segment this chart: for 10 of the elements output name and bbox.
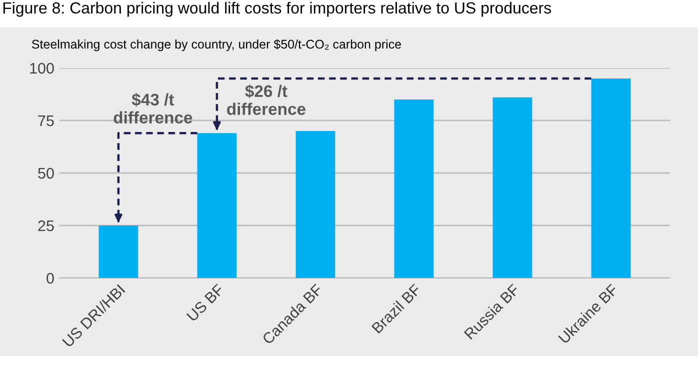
y-tick-label: 25 <box>38 220 54 232</box>
y-tick-label: 0 <box>46 272 54 284</box>
y-tick-label: 75 <box>38 116 54 126</box>
annotation: $43 /t difference <box>114 93 192 124</box>
chart-subtitle: Steelmaking cost change by country, under $50/t-CO₂ carbon price <box>32 39 401 52</box>
y-tick-label: 50 <box>38 168 54 179</box>
x-tick-label: US BF <box>186 284 224 322</box>
y-tick-label: 100 <box>30 62 54 74</box>
annotation: $26 /t difference <box>227 84 306 115</box>
chart-title: Figure 8: Carbon pricing would lift costs for importers relative to US producers <box>3 2 552 17</box>
